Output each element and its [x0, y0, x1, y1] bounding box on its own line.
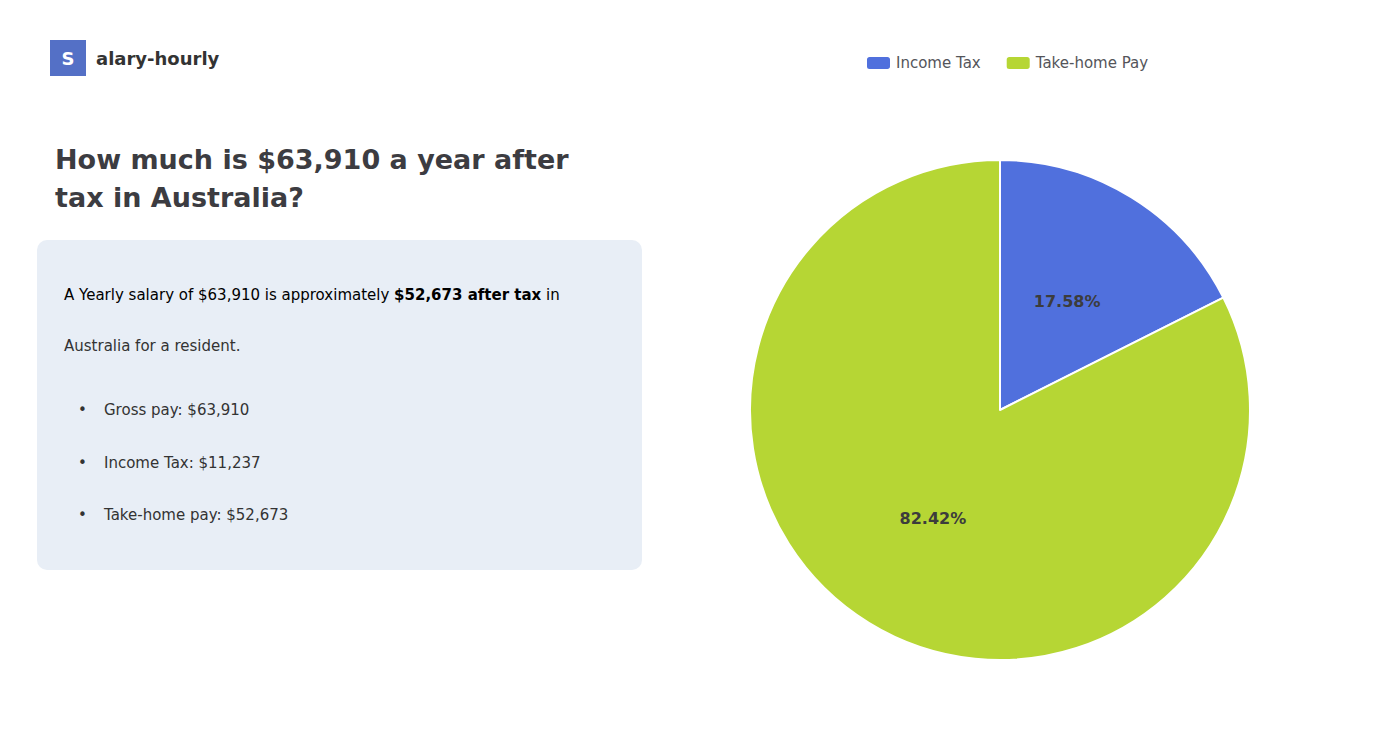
svg-text:Income Tax: Income Tax	[896, 54, 981, 72]
svg-text:alary-hourly: alary-hourly	[96, 48, 220, 69]
svg-text:17.58%: 17.58%	[1034, 292, 1101, 311]
svg-text:How much is $63,910 a year aft: How much is $63,910 a year after	[55, 144, 578, 175]
svg-text:•: •	[78, 506, 87, 524]
svg-text:$52,673 after tax: $52,673 after tax	[394, 286, 541, 304]
svg-text:•: •	[78, 401, 87, 419]
svg-text:•: •	[78, 454, 87, 472]
svg-text:Take-home pay: $52,673: Take-home pay: $52,673	[103, 506, 288, 524]
svg-text:Gross pay: $63,910: Gross pay: $63,910	[104, 401, 249, 419]
svg-text:Australia for a resident.: Australia for a resident.	[64, 337, 240, 355]
svg-text:Income Tax: $11,237: Income Tax: $11,237	[104, 454, 261, 472]
svg-text:in: in	[541, 286, 559, 304]
svg-text:Take-home Pay: Take-home Pay	[1035, 54, 1149, 72]
svg-text:S: S	[62, 48, 75, 69]
svg-text:A Yearly salary of $63,910 is: A Yearly salary of $63,910 is approximat…	[64, 286, 394, 304]
svg-text:tax in Australia?: tax in Australia?	[55, 182, 304, 213]
svg-text:82.42%: 82.42%	[900, 509, 967, 528]
